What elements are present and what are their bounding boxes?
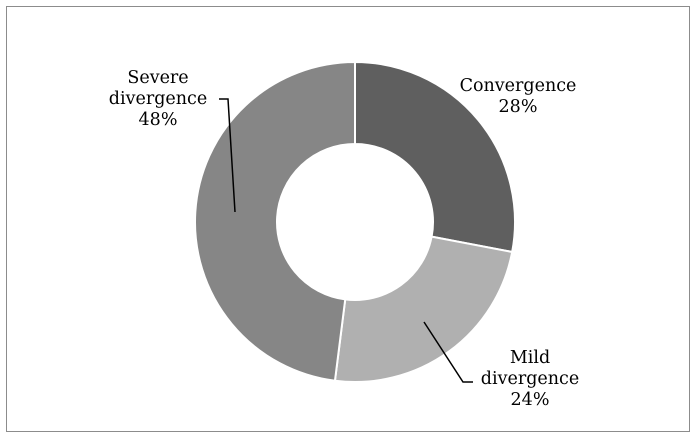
data-labels: Convergence28%Milddivergence24%Severediv… <box>109 68 579 410</box>
label-percent: 28% <box>499 97 538 117</box>
slice-convergence <box>354 60 516 254</box>
label-text: Convergence <box>460 76 577 96</box>
slice-mild-divergence <box>333 235 514 383</box>
leader-mild-divergence <box>423 321 473 383</box>
donut-slices <box>194 60 516 383</box>
label-text: Mild <box>510 348 550 368</box>
label-text: divergence <box>109 89 207 109</box>
leader-lines <box>219 98 473 383</box>
label-text: divergence <box>481 369 579 389</box>
label-text: Severe <box>127 68 188 88</box>
leader-severe-divergence <box>219 98 236 213</box>
label-percent: 48% <box>139 110 178 130</box>
slice-severe-divergence <box>194 60 356 382</box>
label-percent: 24% <box>511 390 550 410</box>
